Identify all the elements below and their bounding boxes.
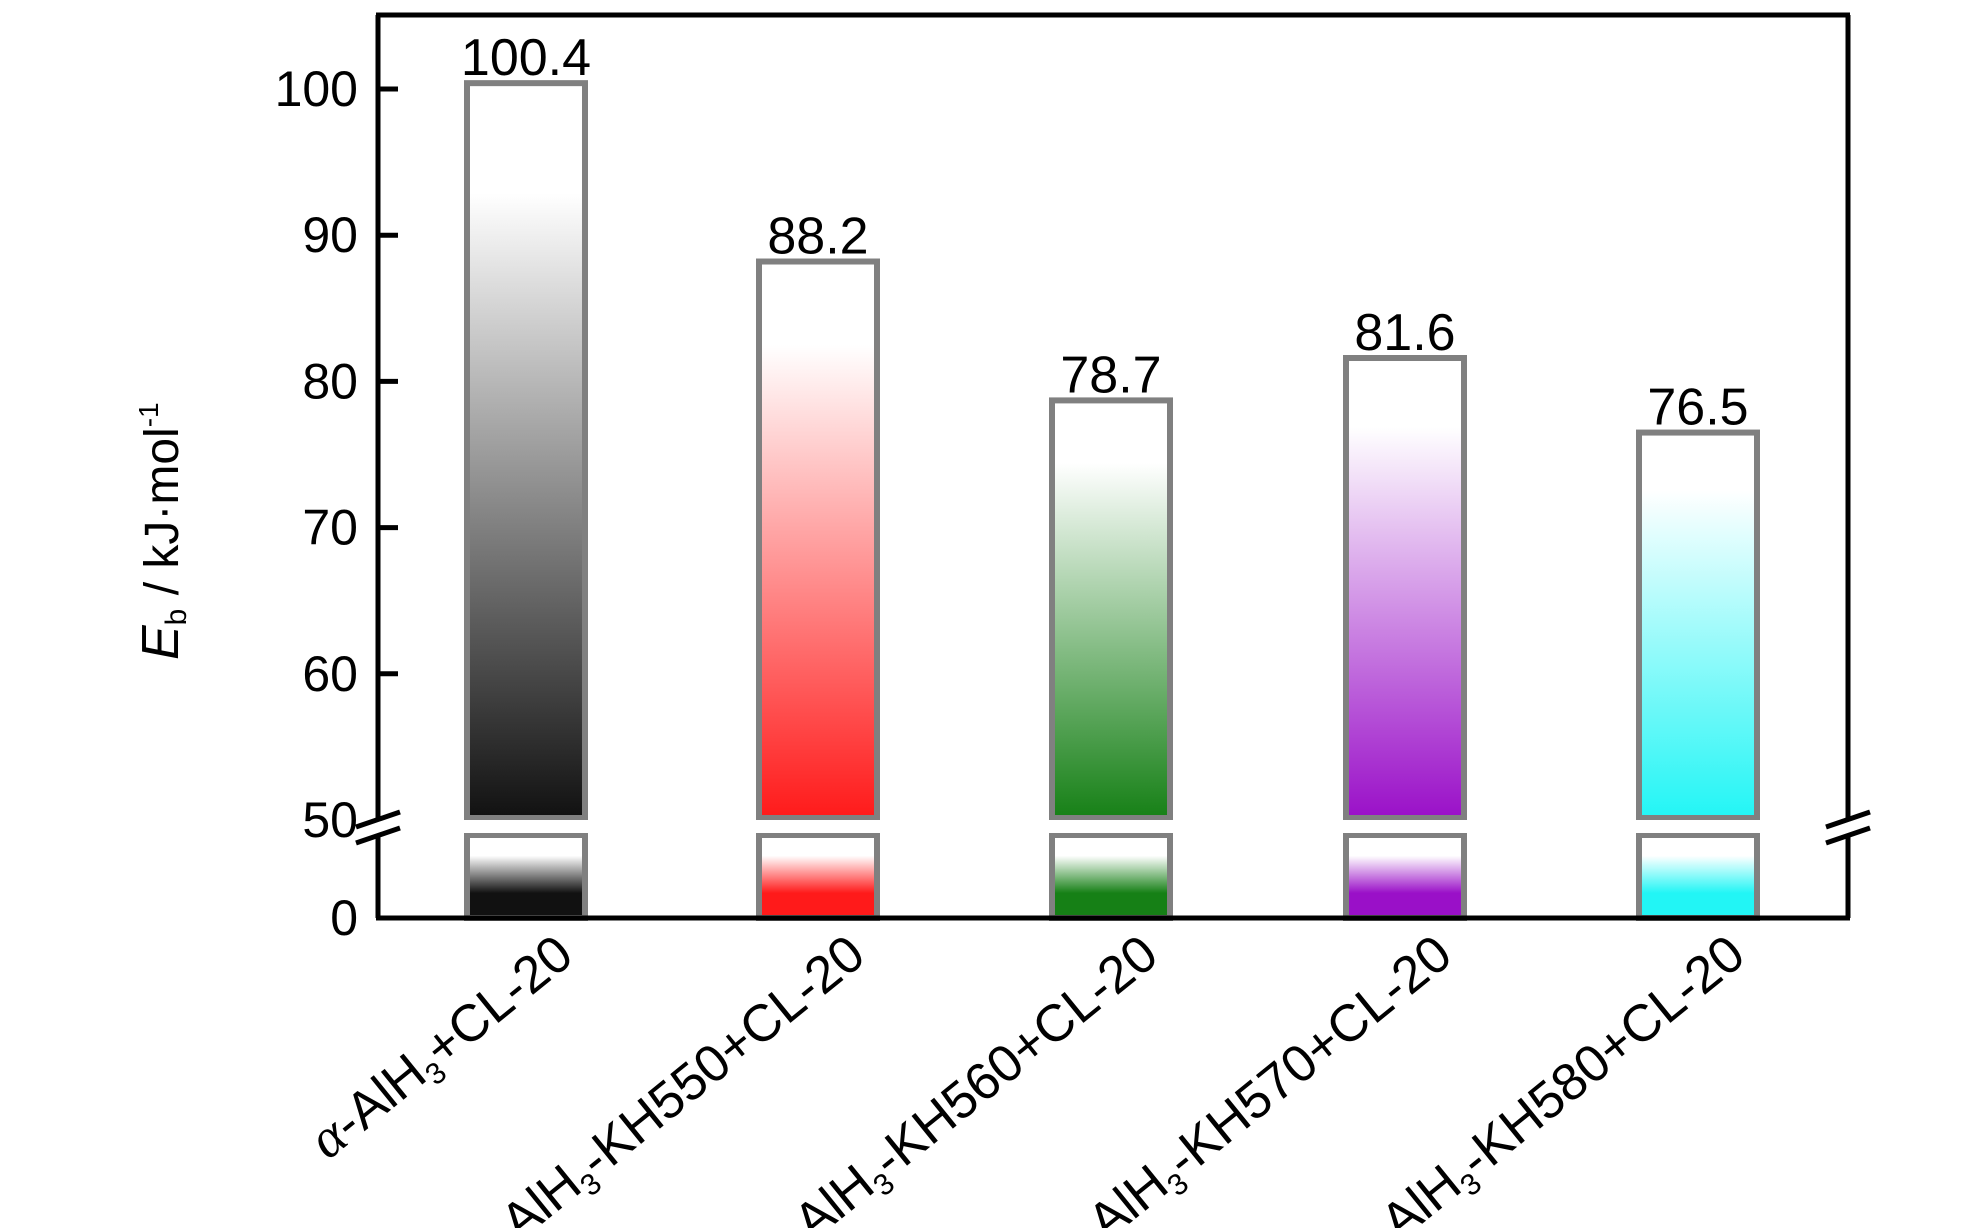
bar-2-value-label: 88.2: [767, 208, 868, 266]
y-tick-label-50: 50: [302, 792, 358, 848]
axes-layer: [355, 12, 1871, 921]
bar-4-break-gap: [1340, 820, 1470, 833]
bar-2-break-gap: [753, 820, 883, 833]
bar-5-value-label: 76.5: [1647, 379, 1748, 437]
bar-3-value-label: 78.7: [1060, 346, 1161, 404]
bar-3-upper: [1049, 397, 1173, 821]
y-axis-label-main: E: [132, 624, 190, 660]
bar-4-value-label: 81.6: [1354, 304, 1455, 362]
bar-4-lower: [1343, 832, 1467, 921]
category-label-1: α-AlH3+CL-20: [297, 922, 587, 1174]
y-tick-label-80: 80: [302, 353, 358, 409]
bars-layer: [461, 80, 1763, 921]
bar-1-upper: [464, 80, 588, 822]
y-axis-label-sup: -1: [133, 402, 164, 427]
axis-break-mark-1b: [355, 825, 401, 846]
y-tick-label-70: 70: [302, 500, 358, 556]
y-axis-label-sub: b: [160, 609, 193, 626]
bar-5-lower: [1636, 832, 1760, 921]
y-tick-label-90: 90: [302, 207, 358, 263]
axis-break-mark-2b: [1825, 825, 1871, 846]
bar-2-lower: [756, 832, 880, 921]
bar-3-break-gap: [1046, 820, 1176, 833]
y-tick-label-60: 60: [302, 646, 358, 702]
y-tick-label-0: 0: [330, 890, 358, 946]
bar-5-upper: [1636, 429, 1760, 821]
bar-1-value-label: 100.4: [461, 29, 591, 87]
y-tick-label-100: 100: [275, 61, 358, 117]
y-axis-label-unit: / kJ·mol: [136, 427, 189, 608]
bar-1-lower: [464, 832, 588, 921]
bar-4-upper: [1343, 355, 1467, 821]
bar-2-upper: [756, 258, 880, 821]
bar-3-lower: [1049, 832, 1173, 921]
y-axis-label: Eb / kJ·mol-1: [132, 402, 193, 660]
axis-break-mark-1a: [355, 809, 401, 830]
bar-1-break-gap: [461, 820, 591, 833]
bar-5-break-gap: [1633, 820, 1763, 833]
axis-break-mark-2a: [1825, 809, 1871, 830]
